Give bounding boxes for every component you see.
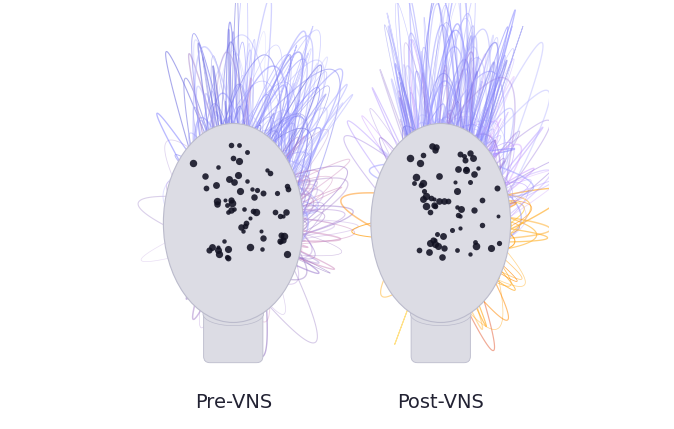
Ellipse shape bbox=[203, 302, 264, 326]
FancyBboxPatch shape bbox=[411, 303, 470, 363]
Text: Pre-VNS: Pre-VNS bbox=[195, 393, 272, 412]
Ellipse shape bbox=[410, 302, 471, 326]
FancyBboxPatch shape bbox=[204, 303, 263, 363]
Ellipse shape bbox=[163, 124, 303, 323]
Text: Post-VNS: Post-VNS bbox=[397, 393, 484, 412]
Ellipse shape bbox=[371, 124, 511, 323]
